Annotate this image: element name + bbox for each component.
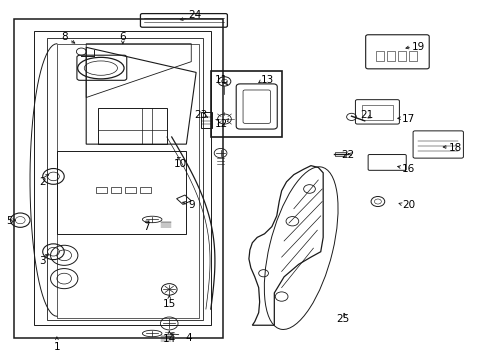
Text: 23: 23	[195, 111, 208, 121]
Bar	[211, 71, 282, 137]
Text: 4: 4	[186, 333, 192, 343]
Text: 13: 13	[260, 75, 273, 85]
Text: 21: 21	[361, 111, 374, 121]
Bar	[111, 187, 122, 193]
Text: 15: 15	[163, 299, 176, 309]
Text: 1: 1	[53, 342, 60, 352]
Bar	[335, 152, 346, 156]
Bar	[201, 112, 212, 128]
Bar	[140, 187, 151, 193]
Bar	[376, 51, 384, 61]
Text: 18: 18	[448, 143, 462, 153]
Text: 9: 9	[188, 200, 195, 210]
Bar	[409, 51, 416, 61]
Text: 6: 6	[120, 32, 126, 41]
Text: 14: 14	[163, 333, 176, 343]
Bar	[387, 51, 394, 61]
Text: 24: 24	[189, 10, 202, 20]
Text: 10: 10	[174, 159, 187, 169]
Text: 12: 12	[215, 120, 228, 129]
Text: 2: 2	[39, 177, 46, 187]
Text: 19: 19	[412, 42, 425, 52]
Bar	[362, 105, 392, 120]
Text: 22: 22	[341, 150, 354, 160]
Text: 3: 3	[39, 256, 46, 266]
Text: 5: 5	[6, 216, 13, 226]
Text: 16: 16	[402, 164, 416, 174]
Bar	[125, 187, 136, 193]
Text: 25: 25	[336, 314, 349, 324]
Bar	[398, 51, 406, 61]
Bar	[96, 187, 107, 193]
Text: 20: 20	[402, 200, 415, 210]
Text: 7: 7	[143, 222, 149, 231]
Text: 8: 8	[61, 32, 68, 41]
Text: 17: 17	[402, 114, 416, 124]
Text: 11: 11	[215, 75, 228, 85]
